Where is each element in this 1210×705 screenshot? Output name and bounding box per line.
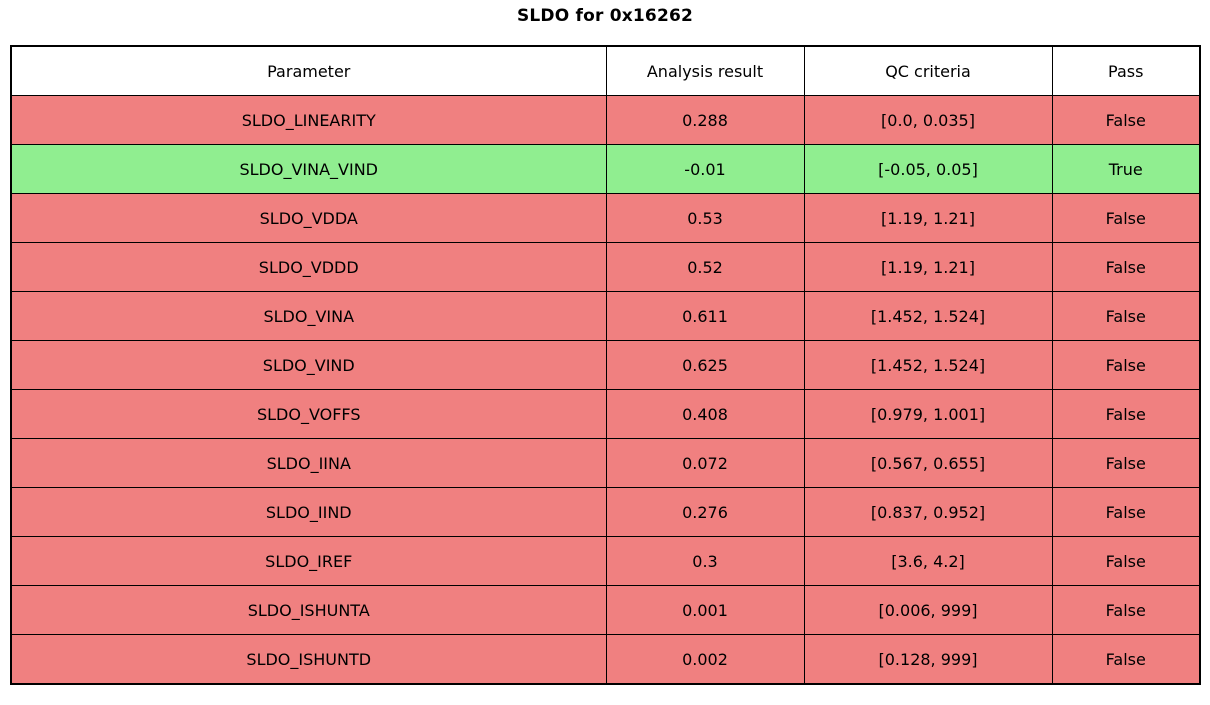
criteria-cell: [1.19, 1.21] — [803, 193, 1053, 243]
pass-cell: False — [1051, 585, 1201, 635]
parameter-cell: SLDO_VDDD — [10, 242, 607, 292]
pass-cell: False — [1051, 242, 1201, 292]
pass-cell: False — [1051, 193, 1201, 243]
parameter-cell: SLDO_IINA — [10, 438, 607, 488]
criteria-cell: [0.006, 999] — [803, 585, 1053, 635]
table-row: SLDO_ISHUNTD 0.002 [0.128, 999] False — [10, 634, 1201, 685]
result-cell: 0.072 — [605, 438, 805, 488]
column-header-pass: Pass — [1051, 45, 1201, 96]
parameter-cell: SLDO_VIND — [10, 340, 607, 390]
table-row: SLDO_IINA 0.072 [0.567, 0.655] False — [10, 438, 1201, 488]
pass-cell: False — [1051, 634, 1201, 685]
table-row: SLDO_IIND 0.276 [0.837, 0.952] False — [10, 487, 1201, 537]
column-header-parameter: Parameter — [10, 45, 607, 96]
table-row: SLDO_VINA 0.611 [1.452, 1.524] False — [10, 291, 1201, 341]
table-row: SLDO_VDDD 0.52 [1.19, 1.21] False — [10, 242, 1201, 292]
table-header-row: Parameter Analysis result QC criteria Pa… — [10, 45, 1201, 96]
parameter-cell: SLDO_VOFFS — [10, 389, 607, 439]
result-cell: -0.01 — [605, 144, 805, 194]
criteria-cell: [0.0, 0.035] — [803, 95, 1053, 145]
result-cell: 0.288 — [605, 95, 805, 145]
pass-cell: False — [1051, 536, 1201, 586]
pass-cell: False — [1051, 340, 1201, 390]
result-cell: 0.001 — [605, 585, 805, 635]
table-row: SLDO_VDDA 0.53 [1.19, 1.21] False — [10, 193, 1201, 243]
criteria-cell: [1.452, 1.524] — [803, 291, 1053, 341]
parameter-cell: SLDO_ISHUNTD — [10, 634, 607, 685]
criteria-cell: [0.837, 0.952] — [803, 487, 1053, 537]
table-row: SLDO_ISHUNTA 0.001 [0.006, 999] False — [10, 585, 1201, 635]
pass-cell: False — [1051, 438, 1201, 488]
criteria-cell: [0.128, 999] — [803, 634, 1053, 685]
pass-cell: False — [1051, 389, 1201, 439]
result-cell: 0.625 — [605, 340, 805, 390]
pass-cell: True — [1051, 144, 1201, 194]
table-row: SLDO_LINEARITY 0.288 [0.0, 0.035] False — [10, 95, 1201, 145]
result-cell: 0.52 — [605, 242, 805, 292]
parameter-cell: SLDO_VINA_VIND — [10, 144, 607, 194]
parameter-cell: SLDO_IREF — [10, 536, 607, 586]
result-cell: 0.002 — [605, 634, 805, 685]
result-cell: 0.276 — [605, 487, 805, 537]
result-cell: 0.53 — [605, 193, 805, 243]
column-header-analysis-result: Analysis result — [605, 45, 805, 96]
criteria-cell: [-0.05, 0.05] — [803, 144, 1053, 194]
criteria-cell: [1.452, 1.524] — [803, 340, 1053, 390]
parameter-cell: SLDO_ISHUNTA — [10, 585, 607, 635]
pass-cell: False — [1051, 291, 1201, 341]
criteria-cell: [0.567, 0.655] — [803, 438, 1053, 488]
parameter-cell: SLDO_VINA — [10, 291, 607, 341]
result-cell: 0.408 — [605, 389, 805, 439]
page-title: SLDO for 0x16262 — [516, 6, 694, 26]
result-cell: 0.3 — [605, 536, 805, 586]
pass-cell: False — [1051, 95, 1201, 145]
parameter-cell: SLDO_VDDA — [10, 193, 607, 243]
parameter-cell: SLDO_LINEARITY — [10, 95, 607, 145]
criteria-cell: [3.6, 4.2] — [803, 536, 1053, 586]
table-row: SLDO_VIND 0.625 [1.452, 1.524] False — [10, 340, 1201, 390]
pass-cell: False — [1051, 487, 1201, 537]
parameter-cell: SLDO_IIND — [10, 487, 607, 537]
criteria-cell: [1.19, 1.21] — [803, 242, 1053, 292]
column-header-qc-criteria: QC criteria — [803, 45, 1053, 96]
criteria-cell: [0.979, 1.001] — [803, 389, 1053, 439]
result-cell: 0.611 — [605, 291, 805, 341]
table-row: SLDO_VOFFS 0.408 [0.979, 1.001] False — [10, 389, 1201, 439]
table-row: SLDO_VINA_VIND -0.01 [-0.05, 0.05] True — [10, 144, 1201, 194]
table-row: SLDO_IREF 0.3 [3.6, 4.2] False — [10, 536, 1201, 586]
qc-results-table: Parameter Analysis result QC criteria Pa… — [10, 45, 1201, 685]
